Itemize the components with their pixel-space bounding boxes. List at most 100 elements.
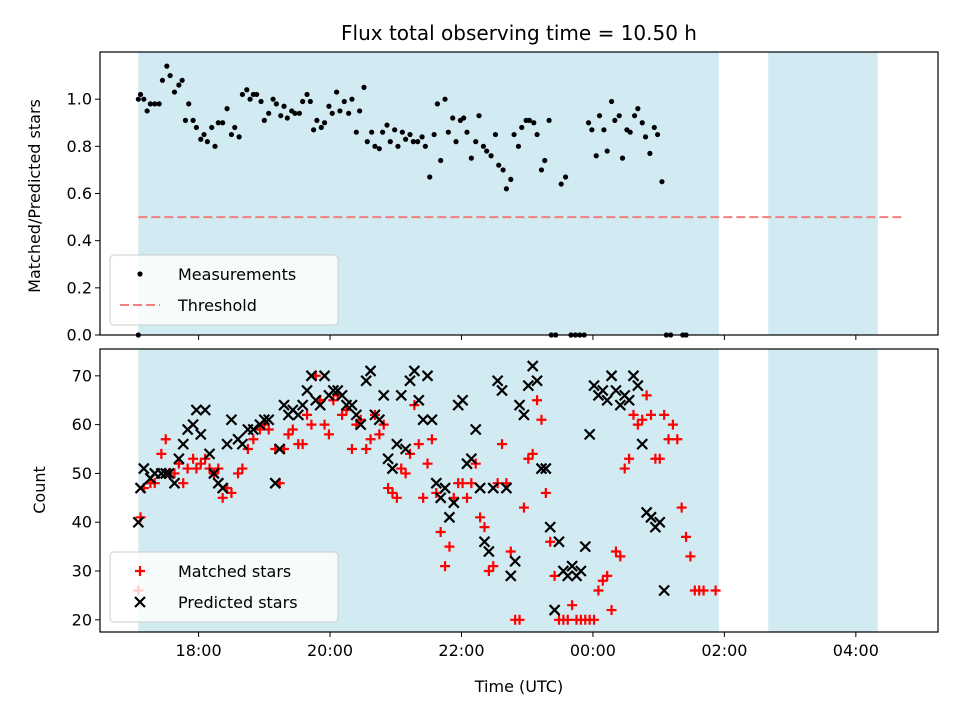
- data-point: [658, 584, 670, 597]
- data-point: [672, 434, 683, 445]
- data-point: [443, 511, 456, 524]
- y-tick-label: 1.0: [67, 90, 92, 109]
- data-point: [132, 516, 145, 528]
- data-point: [337, 108, 343, 114]
- data-point: [306, 419, 317, 430]
- data-point: [545, 536, 556, 547]
- data-point: [623, 394, 635, 407]
- data-point: [204, 139, 210, 145]
- data-point: [292, 409, 305, 421]
- legend-marker: [134, 596, 146, 608]
- data-point: [365, 434, 376, 445]
- data-point: [426, 413, 438, 426]
- data-point: [532, 395, 543, 406]
- data-point: [400, 468, 411, 479]
- data-point: [593, 585, 604, 596]
- data-point: [141, 96, 147, 102]
- data-point: [487, 482, 500, 494]
- data-point: [526, 117, 533, 123]
- y-tick-label: 0.2: [67, 278, 92, 297]
- data-point: [653, 516, 666, 528]
- data-point: [160, 434, 171, 445]
- legend-marker: [137, 271, 143, 277]
- data-point: [387, 139, 393, 145]
- data-point: [346, 399, 358, 411]
- data-point: [364, 139, 370, 145]
- data-point: [561, 570, 574, 582]
- data-point: [384, 122, 390, 128]
- data-point: [497, 439, 508, 450]
- data-point: [212, 143, 218, 149]
- y-tick-label: 40: [72, 513, 92, 532]
- data-point: [631, 113, 638, 119]
- data-point: [346, 110, 352, 116]
- legend-box: [109, 551, 339, 623]
- data-point: [602, 570, 613, 581]
- data-point: [442, 96, 448, 102]
- data-point: [302, 409, 313, 420]
- data-point: [187, 418, 199, 431]
- data-point: [596, 113, 603, 119]
- data-point: [619, 155, 626, 161]
- data-point: [201, 131, 207, 138]
- data-point: [296, 110, 302, 116]
- data-point: [522, 379, 535, 392]
- data-point: [199, 404, 211, 416]
- data-point: [307, 98, 313, 105]
- data-point: [193, 124, 199, 131]
- data-point: [465, 453, 478, 465]
- data-point: [297, 439, 308, 450]
- data-point: [254, 91, 260, 98]
- data-point: [546, 117, 552, 123]
- data-point: [404, 374, 416, 387]
- legend-box: [109, 254, 339, 326]
- data-point: [156, 448, 167, 459]
- data-point: [710, 585, 721, 596]
- data-point: [361, 84, 367, 90]
- data-point: [619, 463, 630, 474]
- data-point: [392, 127, 398, 133]
- data-point: [505, 546, 516, 557]
- data-point: [364, 365, 377, 377]
- data-point: [503, 186, 510, 192]
- data-point: [434, 101, 440, 107]
- data-point: [553, 535, 565, 548]
- data-point: [262, 413, 275, 426]
- data-point: [583, 428, 596, 441]
- data-point: [526, 360, 539, 372]
- data-point: [220, 120, 226, 126]
- data-point: [492, 131, 499, 138]
- data-point: [226, 487, 237, 498]
- data-point: [627, 129, 633, 135]
- data-point: [676, 502, 687, 513]
- data-point: [327, 384, 340, 397]
- data-point: [225, 413, 238, 426]
- data-point: [513, 399, 526, 411]
- data-point: [415, 139, 421, 145]
- data-point: [237, 463, 248, 474]
- data-point: [305, 370, 318, 382]
- data-point: [654, 453, 665, 464]
- data-point: [216, 482, 229, 494]
- x-tick-label: 04:00: [833, 641, 879, 660]
- data-point: [589, 614, 600, 625]
- data-point: [236, 438, 249, 450]
- data-point: [273, 443, 286, 455]
- data-point: [667, 419, 678, 430]
- data-point: [135, 96, 141, 102]
- data-point: [195, 428, 207, 441]
- data-point: [314, 399, 326, 411]
- legend-label: Measurements: [178, 265, 296, 284]
- data-point: [300, 98, 306, 105]
- data-point: [549, 570, 560, 581]
- data-point: [376, 146, 382, 152]
- data-point: [535, 462, 548, 475]
- data-point: [419, 134, 425, 140]
- data-point: [188, 453, 199, 464]
- data-point: [159, 467, 172, 480]
- data-point: [244, 87, 250, 93]
- data-point: [469, 423, 482, 436]
- data-point: [263, 424, 274, 435]
- data-point: [457, 478, 468, 489]
- data-point: [488, 153, 494, 159]
